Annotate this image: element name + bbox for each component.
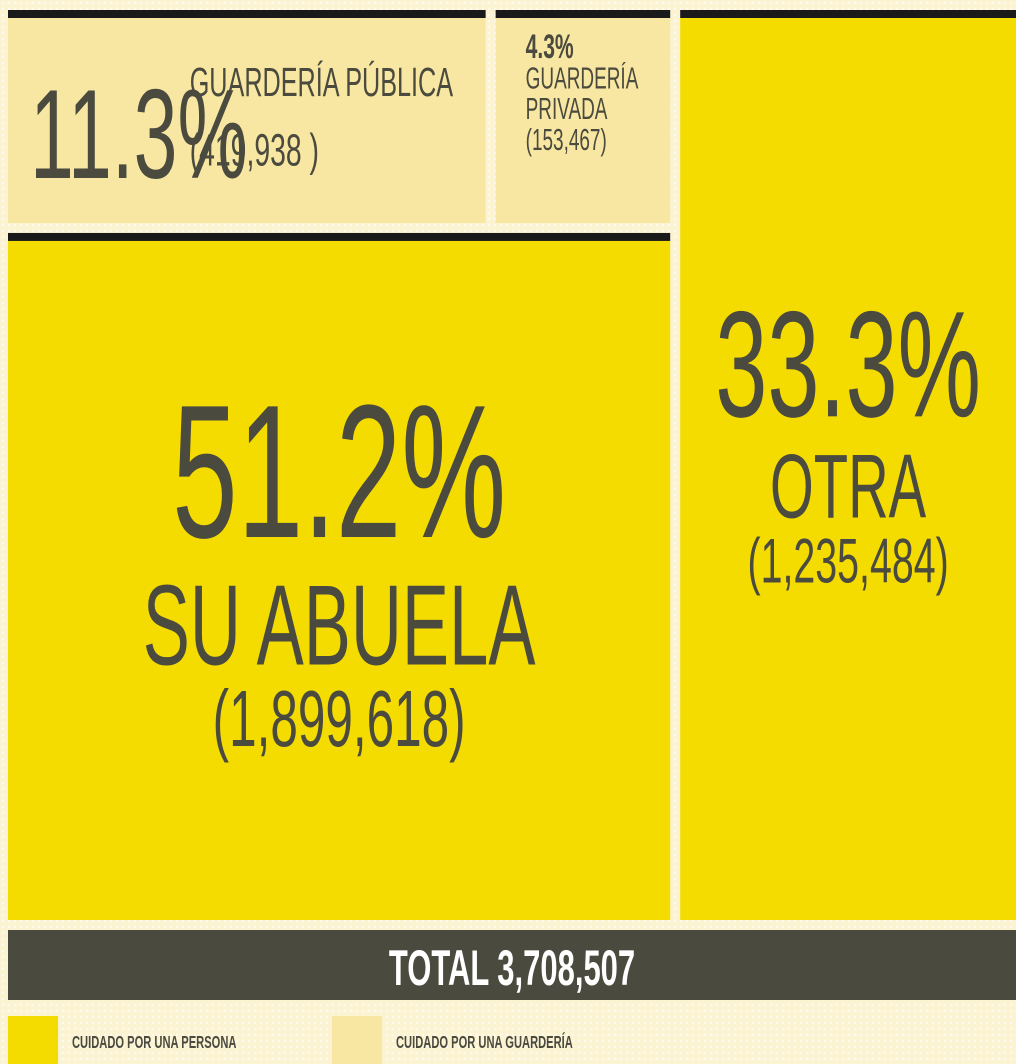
treemap-cell	[8, 18, 486, 223]
count-label-group: (1,899,618)	[213, 675, 466, 764]
treemap-cell	[8, 240, 671, 920]
legend-label-group: CUIDADO POR UNA GUARDERÍA	[396, 1032, 573, 1052]
category-label: PRIVADA	[526, 93, 608, 127]
percent-label-group: 4.3%	[526, 27, 574, 65]
treemap-cell	[495, 18, 671, 223]
percent-label: 33.3%	[715, 279, 981, 448]
category-label-group: PRIVADA	[526, 93, 608, 127]
cell-top-bar	[8, 10, 486, 18]
count-label: (153,467)	[526, 123, 607, 157]
count-label-group: (419,938 )	[190, 126, 319, 176]
treemap-cell	[680, 18, 1016, 920]
category-label-group: GUARDERÍA	[526, 61, 639, 96]
percent-label: 4.3%	[526, 27, 574, 65]
legend-label: CUIDADO POR UNA PERSONA	[72, 1032, 237, 1052]
legend-swatch	[8, 1016, 58, 1064]
category-label-group: GUARDERÍA PÚBLICA	[190, 60, 454, 106]
category-label: OTRA	[770, 436, 927, 537]
category-label-group: OTRA	[770, 436, 927, 537]
count-label-group: (153,467)	[526, 123, 607, 157]
cell-top-bar	[8, 232, 671, 241]
total-label: TOTAL 3,708,507	[389, 939, 635, 995]
percent-label-group: 33.3%	[715, 279, 981, 448]
percent-label-group: 51.2%	[172, 366, 506, 578]
count-label: (1,899,618)	[213, 675, 466, 764]
count-label: (419,938 )	[190, 126, 319, 176]
legend-label: CUIDADO POR UNA GUARDERÍA	[396, 1032, 573, 1052]
count-label: (1,235,484)	[747, 526, 948, 597]
percent-label: 11.3%	[30, 64, 248, 206]
count-label-group: (1,235,484)	[747, 526, 948, 597]
percent-label-group: 11.3%	[30, 64, 248, 206]
legend-label-group: CUIDADO POR UNA PERSONA	[72, 1032, 237, 1052]
category-label: GUARDERÍA	[526, 61, 639, 96]
total-label-group: TOTAL 3,708,507	[389, 939, 635, 995]
percent-label: 51.2%	[172, 366, 506, 578]
category-label-group: SU ABUELA	[143, 562, 536, 689]
category-label: GUARDERÍA PÚBLICA	[190, 60, 454, 106]
cell-top-bar	[495, 10, 671, 18]
cell-top-bar	[680, 10, 1016, 18]
total-bar	[8, 930, 1016, 1000]
legend-swatch	[332, 1016, 382, 1064]
category-label: SU ABUELA	[143, 562, 536, 689]
